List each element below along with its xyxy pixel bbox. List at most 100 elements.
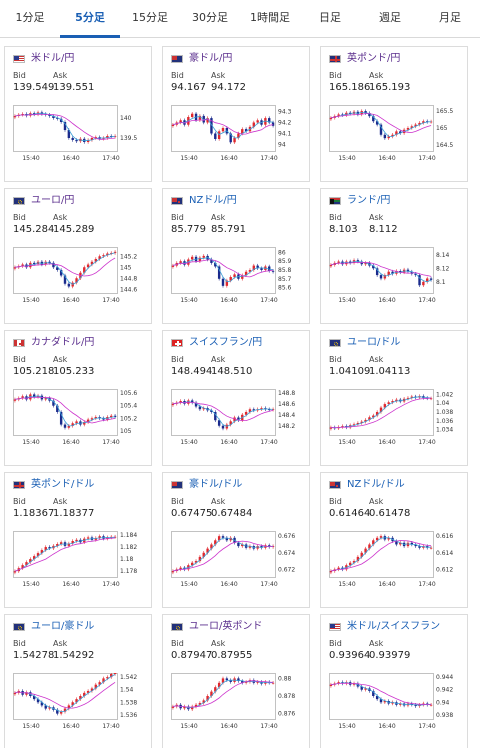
currency-pair-name[interactable]: 米ドル/スイスフラン: [347, 621, 441, 632]
x-tick-label: 17:40: [102, 723, 119, 730]
x-tick-label: 15:40: [180, 297, 197, 304]
candle-body: [375, 412, 379, 416]
currency-pair-name[interactable]: 米ドル/円: [31, 53, 75, 64]
currency-pair-title[interactable]: カナダドル/円: [13, 336, 151, 350]
currency-pair-title[interactable]: 英ポンド/円: [329, 52, 467, 66]
currency-pair-title[interactable]: ユーロ/英ポンド: [171, 620, 309, 634]
currency-card[interactable]: 豪ドル/円 Bid Ask 94.167 94.172 94.3 94.2 94.1 94 15:…: [162, 46, 310, 182]
candle-body: [56, 709, 59, 714]
candle-body: [237, 542, 240, 547]
candle-body: [13, 267, 17, 269]
price-chart: 165.5 165 164.5 15:40 16:40 17:40: [329, 105, 453, 162]
bid-value: 0.61464: [329, 508, 371, 519]
currency-card[interactable]: ユーロ/英ポンド Bid Ask 0.87947 0.87955 0.88 0.878 0.8…: [162, 614, 310, 748]
currency-pair-title[interactable]: スイスフラン/円: [171, 336, 309, 350]
currency-card[interactable]: 米ドル/円 Bid Ask 139.549 139.551 140 139.5 15:40 16…: [4, 46, 152, 182]
tab-3[interactable]: 15分足: [132, 11, 168, 24]
y-tick-label: 1.18: [120, 556, 134, 563]
candle-body: [36, 553, 40, 557]
candle-body: [32, 262, 36, 264]
currency-pair-name[interactable]: ユーロ/円: [31, 195, 75, 206]
currency-card[interactable]: ランド/円 Bid Ask 8.103 8.112 8.14 8.12 8.1 15:40 16:…: [320, 188, 468, 324]
candle-body: [387, 271, 390, 276]
candle-body: [79, 696, 82, 700]
candle-body: [426, 278, 429, 282]
currency-pair-title[interactable]: ユーロ/円: [13, 194, 151, 208]
y-tick-label: 0.616: [436, 533, 453, 540]
currency-pair-name[interactable]: 英ポンド/ドル: [31, 479, 95, 490]
currency-pair-title[interactable]: NZドル/ドル: [329, 478, 467, 492]
candle-body: [56, 544, 59, 546]
currency-pair-name[interactable]: 豪ドル/ドル: [189, 479, 243, 490]
candle-body: [40, 702, 44, 706]
y-tick-label: 105.2: [120, 415, 137, 422]
y-tick-label: 0.938: [436, 712, 453, 719]
currency-pair-title[interactable]: ユーロ/ドル: [329, 336, 467, 350]
tab-1[interactable]: 1分足: [15, 11, 45, 24]
candle-body: [198, 257, 202, 262]
tab-4[interactable]: 30分足: [192, 11, 228, 24]
currency-pair-title[interactable]: ユーロ/豪ドル: [13, 620, 151, 634]
candle-body: [399, 271, 402, 273]
candle-body: [32, 113, 36, 115]
currency-pair-name[interactable]: 英ポンド/円: [347, 53, 401, 64]
candle-body: [241, 544, 244, 547]
x-tick-label: 17:40: [102, 581, 119, 588]
currency-pair-title[interactable]: 豪ドル/ドル: [171, 478, 309, 492]
currency-pair-name[interactable]: ユーロ/ドル: [347, 337, 401, 348]
nz-flag-icon: [171, 197, 183, 205]
bid-value: 139.549: [13, 82, 55, 93]
currency-card[interactable]: カナダドル/円 Bid Ask 105.218 105.233 105.6 105.4 105…: [4, 330, 152, 466]
candle-body: [190, 256, 194, 260]
currency-card[interactable]: ユーロ/ドル Bid Ask 1.04109 1.04113 1.042 1.04 1.038…: [320, 330, 468, 466]
candle-body: [179, 120, 182, 123]
currency-pair-name[interactable]: 豪ドル/円: [189, 53, 233, 64]
currency-card[interactable]: 米ドル/スイスフラン Bid Ask 0.93964 0.93979 0.944 0.942…: [320, 614, 468, 748]
candle-body: [21, 396, 24, 399]
candle-body: [391, 401, 394, 403]
currency-card[interactable]: スイスフラン/円 Bid Ask 148.494 148.510 148.8 148.6 14…: [162, 330, 310, 466]
candle-body: [375, 537, 379, 541]
currency-card[interactable]: NZドル/ドル Bid Ask 0.61464 0.61478 0.616 0.614 0.6…: [320, 472, 468, 608]
currency-pair-title[interactable]: ランド/円: [329, 194, 467, 208]
currency-pair-title[interactable]: NZドル/円: [171, 194, 309, 208]
tab-6[interactable]: 日足: [319, 11, 341, 24]
currency-pair-title[interactable]: 米ドル/スイスフラン: [329, 620, 467, 634]
candle-body: [13, 116, 17, 118]
currency-pair-name[interactable]: スイスフラン/円: [189, 337, 263, 348]
candle-body: [214, 687, 217, 692]
currency-card[interactable]: NZドル/円 Bid Ask 85.779 85.791 86 85.9 85.8 85.7 85…: [162, 188, 310, 324]
chart-frame: [13, 673, 118, 720]
ma-fast-line: [14, 536, 116, 572]
tab-7[interactable]: 週足: [379, 11, 401, 24]
currency-card[interactable]: 英ポンド/ドル Bid Ask 1.18367 1.18377 1.184 1.182 1.1…: [4, 472, 152, 608]
candle-body: [244, 271, 248, 276]
currency-pair-name[interactable]: NZドル/円: [189, 195, 237, 206]
tab-8[interactable]: 月足: [439, 11, 461, 24]
currency-pair-name[interactable]: NZドル/ドル: [347, 479, 405, 490]
currency-card[interactable]: 英ポンド/円 Bid Ask 165.186 165.193 165.5 165 164.5 1…: [320, 46, 468, 182]
tab-2[interactable]: 5分足: [60, 0, 120, 38]
currency-pair-title[interactable]: 豪ドル/円: [171, 52, 309, 66]
currency-card[interactable]: ユーロ/円 Bid Ask 145.284 145.289 145.2 145 144.8 14…: [4, 188, 152, 324]
currency-pair-name[interactable]: ユーロ/豪ドル: [31, 621, 95, 632]
x-tick-label: 17:40: [102, 297, 119, 304]
candle-body: [83, 422, 86, 425]
candle-body: [352, 561, 356, 563]
y-tick-label: 1.538: [120, 699, 137, 706]
currency-card[interactable]: 豪ドル/ドル Bid Ask 0.67475 0.67484 0.676 0.674 0.67…: [162, 472, 310, 608]
ask-value: 8.112: [369, 224, 398, 235]
ma-slow-line: [172, 259, 274, 278]
currency-pair-name[interactable]: カナダドル/円: [31, 337, 95, 348]
currency-pair-name[interactable]: ランド/円: [347, 195, 391, 206]
currency-pair-name[interactable]: ユーロ/英ポンド: [189, 621, 263, 632]
currency-pair-title[interactable]: 英ポンド/ドル: [13, 478, 151, 492]
candle-body: [372, 540, 375, 545]
candle-body: [48, 707, 51, 709]
candle-body: [48, 547, 51, 549]
y-tick-label: 94.2: [278, 120, 292, 127]
candle-body: [387, 402, 390, 405]
currency-pair-title[interactable]: 米ドル/円: [13, 52, 151, 66]
tab-5[interactable]: 1時間足: [250, 11, 290, 24]
currency-card[interactable]: ユーロ/豪ドル Bid Ask 1.54278 1.54292 1.542 1.54 1.53…: [4, 614, 152, 748]
